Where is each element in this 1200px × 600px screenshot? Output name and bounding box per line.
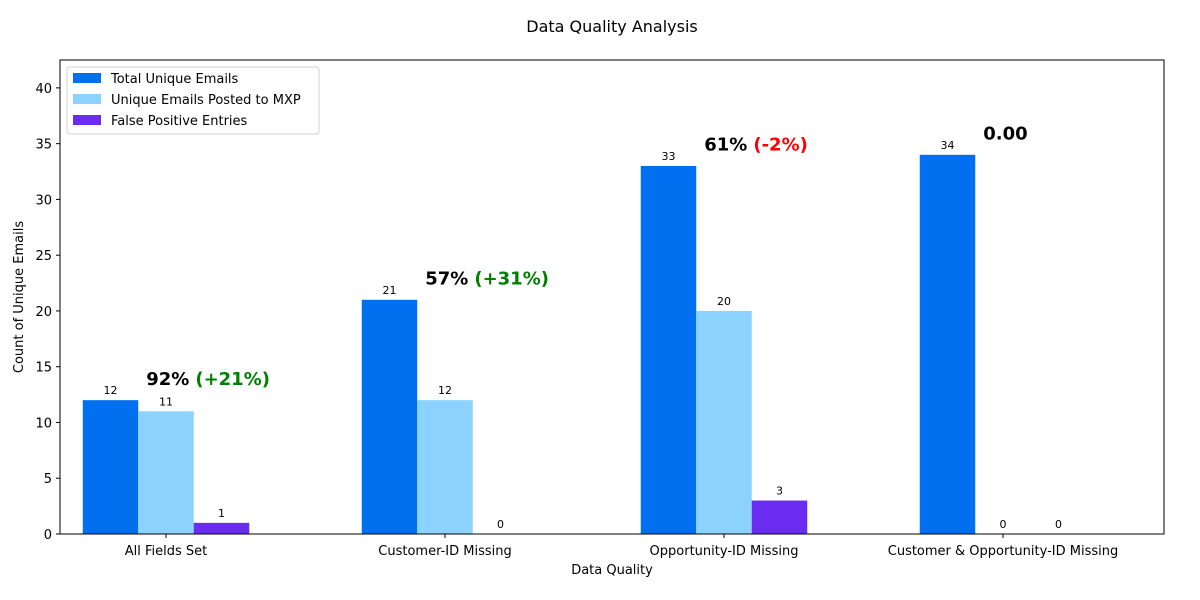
bar-3-3 — [751, 500, 808, 534]
bar-3-1 — [193, 522, 250, 534]
data-label-3-4: 0 — [1055, 518, 1062, 531]
percent-delta: (+31%) — [474, 268, 549, 289]
bar-1-3 — [640, 165, 697, 534]
x-tick-label: Customer-ID Missing — [378, 544, 511, 559]
legend-swatch-3 — [73, 115, 101, 125]
y-tick-label: 25 — [35, 249, 52, 264]
y-tick-label: 40 — [35, 82, 52, 97]
bar-1-1 — [82, 400, 139, 534]
data-label-1-4: 34 — [941, 139, 955, 152]
percent-value: 0.00 — [983, 123, 1027, 144]
legend-label-2: Unique Emails Posted to MXP — [111, 93, 301, 108]
y-tick-label: 15 — [35, 361, 52, 376]
percent-value: 57% — [425, 268, 468, 289]
data-label-3-1: 1 — [218, 507, 225, 520]
x-tick-label: Opportunity-ID Missing — [650, 544, 799, 559]
y-tick-label: 20 — [35, 305, 52, 320]
legend: Total Unique Emails Unique Emails Posted … — [66, 66, 320, 135]
bar-2-3 — [696, 310, 752, 534]
data-label-1-1: 12 — [104, 384, 118, 397]
data-label-2-1: 11 — [159, 395, 173, 408]
data-label-1-2: 21 — [383, 284, 397, 297]
y-tick-label: 5 — [44, 472, 52, 487]
y-tick-label: 0 — [44, 528, 52, 543]
y-tick-label: 30 — [35, 193, 52, 208]
data-label-3-2: 0 — [497, 518, 504, 531]
data-label-2-2: 12 — [438, 384, 452, 397]
percent-value: 92% — [146, 369, 189, 390]
legend-swatch-2 — [73, 94, 101, 104]
x-axis-title: Data Quality — [571, 563, 653, 578]
data-label-2-4: 0 — [1000, 518, 1007, 531]
y-tick-label: 35 — [35, 138, 52, 153]
bar-2-1 — [138, 411, 194, 534]
y-axis: 0 5 10 15 20 25 30 35 40 — [35, 82, 60, 543]
x-tick-label: All Fields Set — [125, 544, 208, 559]
y-tick-label: 10 — [35, 416, 52, 431]
chart-title: Data Quality Analysis — [526, 17, 697, 36]
plot-area-frame — [59, 59, 1165, 535]
data-label-3-3: 3 — [776, 485, 783, 498]
legend-label-1: Total Unique Emails — [110, 72, 239, 87]
y-axis-title: Count of Unique Emails — [12, 221, 27, 373]
bar-1-4 — [919, 154, 976, 535]
legend-box — [66, 66, 320, 135]
legend-swatch-1 — [73, 73, 101, 83]
percent-delta: (-2%) — [753, 135, 807, 156]
x-tick-label: Customer & Opportunity-ID Missing — [888, 544, 1118, 559]
percent-annotation-2: 57% (+31%) — [425, 268, 549, 289]
percent-delta: (+21%) — [195, 369, 270, 390]
percent-value: 61% — [704, 135, 747, 156]
bars-group — [82, 154, 976, 535]
percent-annotation-1: 92% (+21%) — [146, 369, 270, 390]
percent-annotation-4: 0.00 — [983, 123, 1027, 144]
legend-label-3: False Positive Entries — [111, 114, 248, 129]
bar-1-2 — [361, 299, 418, 534]
x-axis: All Fields Set Customer-ID Missing Opportu… — [125, 534, 1118, 559]
data-label-2-3: 20 — [717, 295, 731, 308]
data-labels-group: 12 21 33 34 11 12 20 0 1 0 3 0 — [104, 139, 1063, 531]
annotations-group: 92% (+21%) 57% (+31%) 61% (-2%) 0.00 — [146, 123, 1027, 389]
percent-annotation-3: 61% (-2%) — [704, 135, 808, 156]
bar-2-2 — [417, 400, 473, 534]
data-label-1-3: 33 — [662, 150, 676, 163]
